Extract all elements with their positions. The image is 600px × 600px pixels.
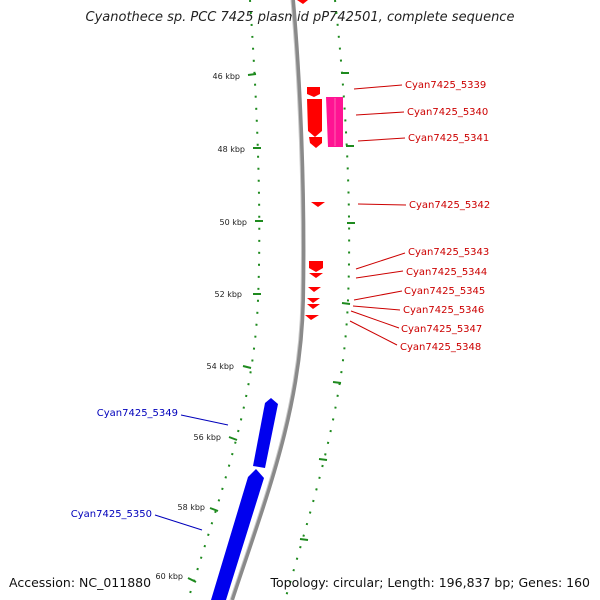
- outer-ring-dashes: [299, 72, 355, 541]
- gene-arrow-5345: [308, 287, 321, 292]
- leader-line-5343: [355, 252, 406, 270]
- gene-label: Cyan7425_5348: [400, 342, 481, 353]
- tick-label: 50 kbp: [219, 218, 247, 227]
- gene-label: Cyan7425_5342: [409, 200, 490, 211]
- gene-label: Cyan7425_5344: [406, 267, 487, 278]
- leader-line-5344: [355, 270, 404, 279]
- leader-line-5347: [350, 310, 400, 329]
- gene-arrow-5349: [253, 398, 278, 468]
- leader-line-5348: [349, 320, 398, 346]
- inner-dotted-ring: [187, 0, 261, 600]
- outer-dash: [318, 458, 328, 461]
- tick-label: 48 kbp: [217, 145, 245, 154]
- gene-arrow-5342: [311, 202, 325, 207]
- leader-line-5345: [353, 290, 403, 301]
- gene-labels-reverse: Cyan7425_5339 Cyan7425_5340 Cyan7425_534…: [400, 80, 490, 353]
- gene-arrow-5350: [211, 469, 264, 600]
- gene-arrow-5340: [307, 99, 322, 137]
- gene-arrow-5343: [309, 261, 323, 272]
- tick-label: 56 kbp: [193, 433, 221, 442]
- gene-label: Cyan7425_5349: [97, 408, 178, 419]
- tick-label: 60 kbp: [155, 572, 183, 581]
- gene-arrow-5347: [307, 304, 320, 309]
- outer-dash: [299, 538, 309, 541]
- tick-mark: [187, 577, 197, 583]
- gene-label: Cyan7425_5339: [405, 80, 486, 91]
- gene-arrow-5339: [307, 87, 320, 97]
- tick-mark: [228, 436, 238, 441]
- outer-dash: [341, 302, 351, 305]
- leader-lines-reverse: [349, 84, 407, 346]
- plasmid-backbone: [230, 0, 306, 600]
- tick-mark: [209, 507, 219, 512]
- gene-arrow-5348: [305, 315, 319, 320]
- gene-arrow-5344: [309, 273, 323, 278]
- tick-mark: [242, 365, 252, 369]
- gene-label: Cyan7425_5347: [401, 324, 482, 335]
- tick-marks: 46 kbp 48 kbp 50 kbp 52 kbp 54 kbp 56 kb…: [155, 72, 263, 583]
- tick-label: 54 kbp: [206, 362, 234, 371]
- topology-stats-text: Topology: circular; Length: 196,837 bp; …: [270, 575, 591, 590]
- gene-arrow-partial: [297, 0, 308, 4]
- leader-line-5349: [180, 414, 229, 426]
- tick-mark: [247, 73, 257, 76]
- leader-lines-forward: [154, 414, 229, 531]
- leader-line-5346: [352, 305, 401, 311]
- gene-label: Cyan7425_5343: [408, 247, 489, 258]
- tick-label: 58 kbp: [177, 503, 205, 512]
- forward-genes: [211, 398, 278, 600]
- gene-arrow-5341: [309, 137, 322, 148]
- gene-arrow-5346: [307, 298, 320, 303]
- gene-label: Cyan7425_5340: [407, 107, 488, 118]
- gene-label: Cyan7425_5345: [404, 286, 485, 297]
- accession-text: Accession: NC_011880: [9, 575, 152, 590]
- leader-line-5340: [355, 111, 405, 116]
- leader-line-5341: [357, 137, 406, 142]
- plasmid-backbone-highlight: [229, 0, 302, 600]
- outer-dash: [332, 381, 342, 384]
- tick-label: 52 kbp: [214, 290, 242, 299]
- gene-label: Cyan7425_5341: [408, 133, 489, 144]
- gene-labels-forward: Cyan7425_5349 Cyan7425_5350: [71, 408, 178, 520]
- leader-line-5339: [353, 84, 403, 90]
- leader-line-5342: [357, 203, 407, 206]
- gene-label: Cyan7425_5350: [71, 509, 152, 520]
- gene-label: Cyan7425_5346: [403, 305, 484, 316]
- map-title: Cyanothece sp. PCC 7425 plasmid pP742501…: [85, 10, 515, 25]
- outer-dotted-ring: [284, 0, 351, 600]
- leader-line-5350: [154, 514, 203, 531]
- tick-label: 46 kbp: [212, 72, 240, 81]
- reverse-genes: [305, 87, 343, 320]
